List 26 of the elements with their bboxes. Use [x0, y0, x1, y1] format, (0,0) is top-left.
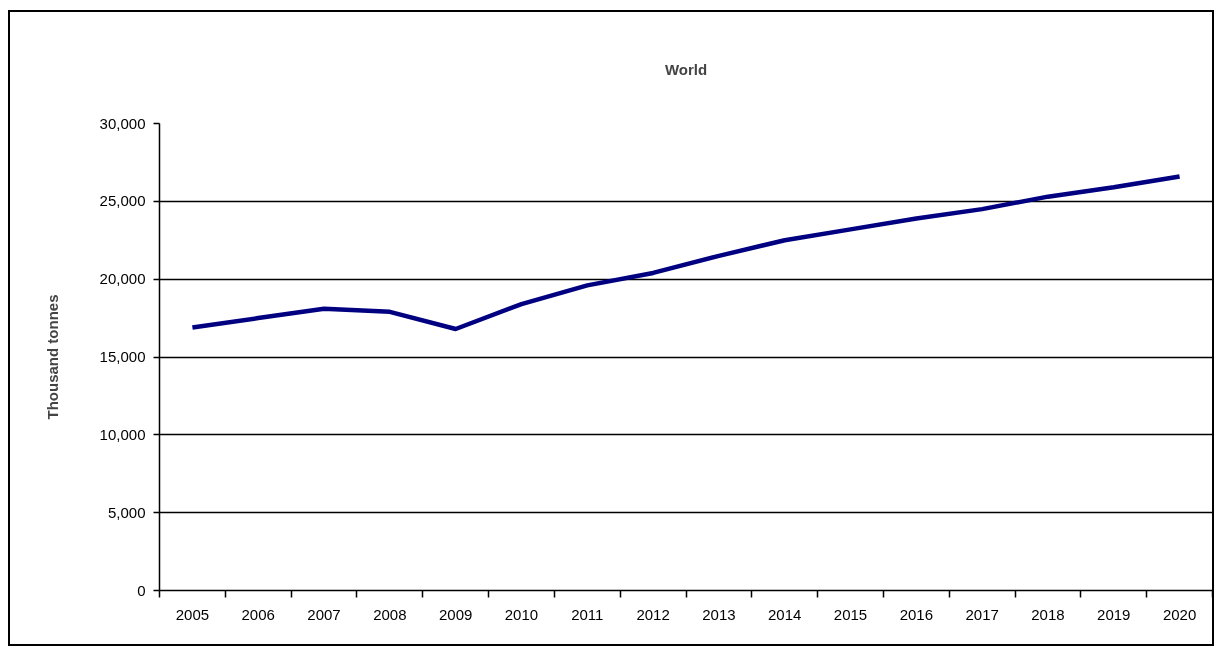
- y-tick-label: 5,000: [107, 503, 146, 521]
- x-tick-label: 2005: [175, 605, 210, 623]
- y-axis-title: Thousand tonnes: [43, 294, 61, 420]
- x-tick-label: 2016: [899, 605, 934, 623]
- x-tick-label: 2010: [504, 605, 539, 623]
- x-tick-label: 2008: [373, 605, 407, 623]
- x-tick-label: 2018: [1031, 605, 1065, 623]
- x-tick-label: 2014: [768, 605, 802, 623]
- y-tick-label: 10,000: [99, 425, 146, 443]
- y-tick-label: 20,000: [99, 270, 146, 288]
- y-tick-label: 25,000: [99, 192, 146, 210]
- x-tick-label: 2020: [1162, 605, 1197, 623]
- x-tick-label: 2015: [833, 605, 868, 623]
- x-tick-label: 2007: [307, 605, 341, 623]
- y-tick-label: 0: [137, 581, 146, 599]
- chart-title: World: [664, 60, 708, 78]
- y-tick-label: 15,000: [99, 348, 146, 365]
- x-tick-label: 2019: [1097, 605, 1131, 623]
- y-tick-label: 30,000: [99, 114, 146, 132]
- x-tick-label: 2013: [702, 605, 736, 623]
- x-tick-label: 2009: [438, 605, 473, 623]
- line-series: [190, 174, 1182, 332]
- x-tick-label: 2006: [241, 605, 275, 623]
- x-tick-label: 2012: [636, 605, 670, 623]
- x-tick-label: 2017: [965, 605, 999, 623]
- x-tick-label: 2011: [571, 605, 604, 623]
